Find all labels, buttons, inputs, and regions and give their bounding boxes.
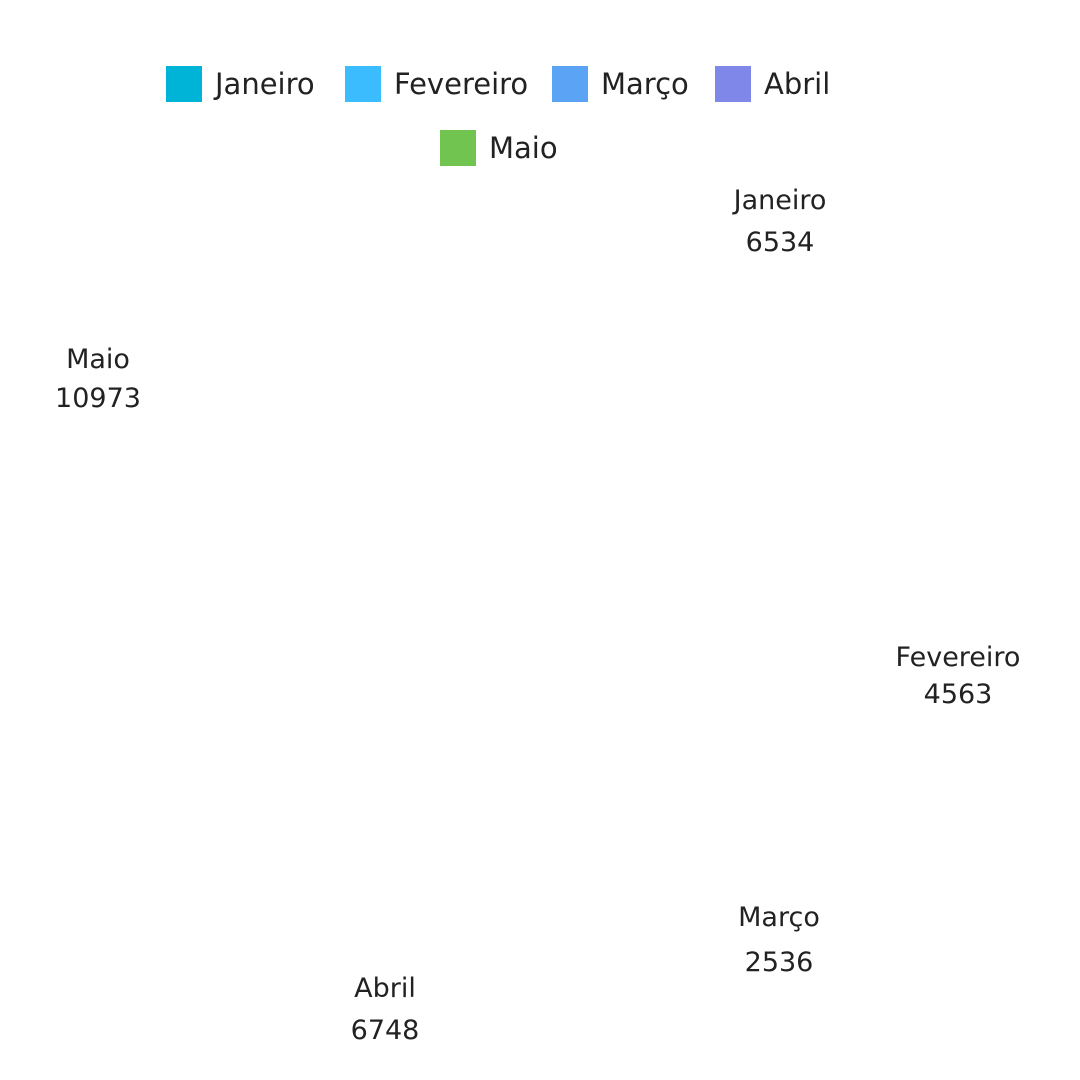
slice-label-name: Maio	[66, 344, 130, 375]
legend-label[interactable]: Maio	[489, 131, 558, 165]
legend-label[interactable]: Janeiro	[213, 67, 315, 101]
legend-label[interactable]: Março	[601, 67, 689, 101]
legend-swatch	[440, 130, 476, 166]
legend-swatch	[552, 66, 588, 102]
slice-label-name: Abril	[354, 973, 416, 1004]
slice-label-name: Janeiro	[732, 185, 827, 216]
slice-label-name: Março	[738, 902, 820, 933]
slice-label-value: 6534	[746, 227, 815, 258]
slice-label-name: Fevereiro	[896, 642, 1021, 673]
slice-label-value: 6748	[351, 1015, 420, 1046]
slice-label-value: 10973	[55, 383, 141, 414]
legend-swatch	[715, 66, 751, 102]
slice-labels: Janeiro 6534 Fevereiro 4563 Março 2536 Abril 67…	[55, 185, 1020, 1046]
legend-label[interactable]: Abril	[764, 67, 830, 101]
legend: Janeiro Fevereiro Março Abril Maio	[166, 66, 830, 166]
legend-swatch	[345, 66, 381, 102]
legend-swatch	[166, 66, 202, 102]
slice-label-value: 4563	[924, 679, 993, 710]
slice-label-value: 2536	[745, 947, 814, 978]
legend-label[interactable]: Fevereiro	[394, 67, 528, 101]
pie-slices	[180, 220, 900, 940]
